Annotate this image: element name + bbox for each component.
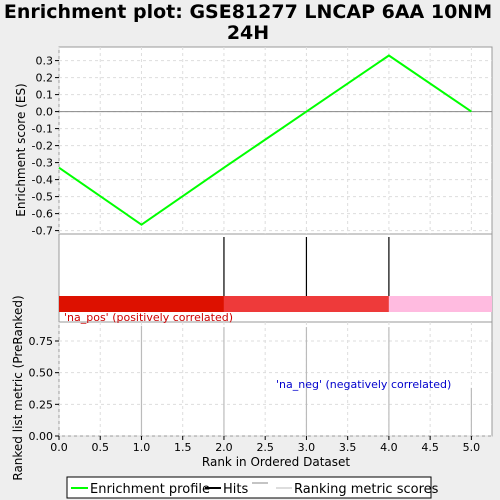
enrichment-panel (58, 46, 493, 235)
y-axis-label-es: Enrichment score (ES) (14, 83, 28, 216)
es-y-tick-label-7: -0.4 (32, 174, 53, 187)
ranking-layer: 'na_pos' (positively correlated) 'na_neg'… (64, 311, 472, 436)
x-tick-label-10: 5.0 (463, 441, 481, 454)
rank-y-tick-label-2: 0.25 (29, 398, 54, 411)
x-tick-label-5: 2.5 (256, 441, 274, 454)
legend-hits-label: Hits (223, 482, 248, 497)
y-axis-label-ranking: Ranked list metric (PreRanked) (11, 295, 25, 480)
x-tick-label-7: 3.5 (339, 441, 357, 454)
legend-ranking-label: Ranking metric scores (294, 482, 439, 497)
rank-y-tick-label-3: 0.00 (29, 430, 54, 443)
x-tick-label-3: 1.5 (174, 441, 192, 454)
rank-y-tick-label-1: 0.50 (29, 367, 54, 380)
enrichment-profile-line (58, 54, 472, 226)
x-axis-label: Rank in Ordered Dataset (202, 455, 350, 469)
x-tick-label-2: 1.0 (133, 441, 151, 454)
x-tick-label-8: 4.0 (380, 441, 398, 454)
rank-y-tick-label-0: 0.75 (29, 335, 54, 348)
x-tick-label-4: 2.0 (215, 441, 233, 454)
es-y-tick-label-8: -0.5 (32, 191, 53, 204)
legend-enrichment-label: Enrichment profile (90, 482, 210, 497)
x-tick-label-9: 4.5 (421, 441, 439, 454)
chart-title-line-2: 24H (227, 22, 269, 44)
es-y-tick-label-4: -0.1 (32, 123, 53, 136)
es-y-tick-label-0: 0.3 (36, 55, 54, 68)
ticks-layer: 0.0 0.5 1.0 1.5 2.0 2.5 3.0 3.5 4.0 4.5 5.0 0.3 0.2 0… (29, 55, 481, 454)
es-y-tick-label-2: 0.1 (36, 89, 54, 102)
x-tick-label-1: 0.5 (91, 441, 109, 454)
correlation-band-segment-2 (388, 296, 492, 312)
chart-title-line-1: Enrichment plot: GSE81277 LNCAP 6AA 10NM (4, 1, 492, 23)
es-y-tick-label-3: 0.0 (36, 106, 54, 119)
x-tick-label-0: 0.0 (50, 441, 68, 454)
es-y-tick-label-10: -0.7 (32, 225, 53, 238)
es-y-tick-label-6: -0.3 (32, 157, 53, 170)
hits-layer (59, 237, 492, 312)
correlation-band-segment-0 (59, 296, 224, 312)
correlation-band-segment-1 (223, 296, 389, 312)
x-tick-label-6: 3.0 (298, 441, 316, 454)
es-y-tick-label-1: 0.2 (36, 72, 54, 85)
enrichment-layer (58, 54, 492, 226)
es-y-tick-label-5: -0.2 (32, 140, 53, 153)
legend-box (66, 476, 432, 499)
annotation-na-neg: 'na_neg' (negatively correlated) (276, 378, 451, 391)
annotation-na-pos: 'na_pos' (positively correlated) (64, 311, 233, 324)
es-y-tick-label-9: -0.6 (32, 208, 53, 221)
